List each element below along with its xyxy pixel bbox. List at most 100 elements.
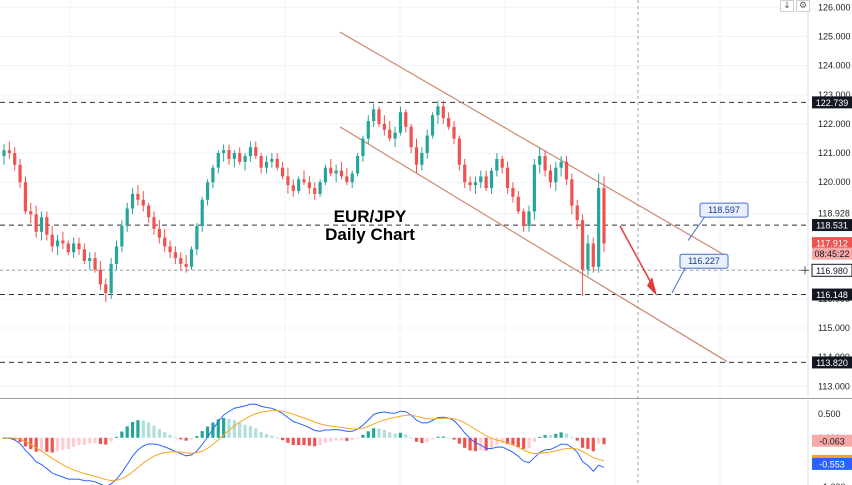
macd-histogram-bar	[184, 437, 188, 441]
candle-body	[286, 176, 290, 186]
macd-histogram-bar	[313, 437, 317, 447]
macd-histogram-bar	[189, 437, 194, 440]
candle-body	[248, 147, 253, 156]
candle-body	[393, 132, 397, 139]
candle-body	[13, 153, 17, 165]
y-tick-label: 118.928	[818, 208, 850, 218]
candle-body	[597, 188, 601, 267]
candle-body	[189, 249, 194, 267]
macd-tag-box	[812, 457, 852, 470]
macd-histogram-bar	[511, 437, 515, 446]
candle-body	[2, 150, 6, 156]
macd-bottom-tick: -1.000	[820, 482, 846, 485]
macd-histogram-bar	[538, 436, 542, 438]
candle-body	[114, 246, 119, 264]
macd-histogram-bar	[147, 422, 151, 438]
candle-body	[323, 167, 328, 183]
macd-histogram-bar	[66, 437, 70, 450]
macd-histogram-bar	[441, 436, 445, 438]
price-tag-label: 116.148	[816, 290, 848, 300]
price-axis[interactable]: 126.000 125.000 124.000 123.000 122.000 121.0…	[801, 0, 852, 485]
candle-body	[479, 176, 483, 183]
macd-histogram-bar	[473, 437, 478, 452]
macd-histogram-bar	[452, 437, 456, 440]
macd-histogram-bar	[355, 437, 360, 439]
macd-histogram-bar	[50, 437, 54, 453]
grid-lines	[0, 0, 808, 485]
candle-body	[543, 155, 547, 171]
price-tag-box	[812, 288, 852, 301]
candle-body	[98, 269, 103, 285]
candle-body	[227, 150, 231, 159]
candle-body	[50, 234, 54, 247]
candle-body	[173, 252, 178, 259]
gear-icon[interactable]: ⚙	[796, 0, 810, 12]
candle-body	[120, 225, 124, 247]
candle-body	[205, 182, 210, 200]
candle-body	[264, 161, 269, 168]
candle-body	[457, 138, 461, 165]
candle-body	[88, 258, 92, 261]
y-tick-label: 122.000	[818, 119, 851, 129]
callout-pointer	[671, 266, 687, 294]
macd-histogram-bar	[522, 437, 526, 449]
candle-body	[372, 109, 376, 122]
callout-box	[699, 202, 749, 218]
macd-histogram-bar	[463, 437, 467, 448]
macd-histogram-bar	[23, 437, 28, 447]
macd-histogram-bar	[586, 437, 590, 449]
price-tag-box	[811, 263, 852, 277]
macd-histogram-bar	[227, 419, 231, 438]
candle-body	[548, 170, 553, 183]
macd-histogram-bar	[345, 437, 349, 441]
macd-panel	[0, 398, 852, 485]
candle-body	[29, 211, 33, 215]
y-tick-label: 124.000	[818, 61, 851, 71]
macd-histogram-bar	[447, 437, 451, 439]
macd-histogram-bar	[163, 432, 167, 438]
macd-histogram-bar	[570, 436, 574, 438]
macd-histogram-bar	[114, 436, 119, 438]
candle-body	[350, 173, 354, 183]
candle-body	[125, 208, 129, 226]
macd-tag-box	[812, 434, 852, 447]
candle-body	[195, 225, 199, 250]
candle-body	[361, 138, 365, 156]
candle-body	[163, 237, 167, 247]
signal-line	[3, 410, 605, 482]
macd-histogram-bar	[45, 437, 49, 452]
candle-body	[538, 155, 542, 165]
candle-body	[468, 182, 472, 186]
candle-body	[243, 155, 247, 162]
macd-histogram-bar	[216, 419, 220, 438]
price-tag-label: 113.820	[816, 358, 848, 368]
macd-histogram-bar	[61, 437, 65, 451]
macd-histogram-bar	[559, 432, 563, 438]
scroll-down-icon[interactable]: ↓	[780, 0, 794, 12]
candle-body	[93, 258, 97, 270]
candle-body	[297, 179, 301, 191]
chart-title-line2: Daily Chart	[325, 225, 415, 244]
price-tag-label: 118.531	[816, 221, 848, 231]
macd-histogram-bar	[339, 437, 344, 441]
candle-body	[318, 182, 322, 194]
candle-body	[222, 150, 226, 154]
macd-histogram-bar	[323, 437, 328, 443]
candle-body	[55, 240, 60, 247]
candle-body	[280, 167, 285, 177]
macd-histogram-bar	[270, 435, 274, 438]
macd-histogram-bar	[591, 437, 595, 452]
macd-histogram-bar	[141, 420, 145, 438]
candle-body	[414, 147, 419, 165]
candle-body	[564, 161, 569, 180]
y-tick-label: 126.000	[818, 2, 851, 12]
macd-histogram-bar	[55, 437, 60, 452]
macd-histogram-bar	[580, 437, 585, 448]
candle-body	[23, 182, 28, 212]
macd-histogram-bar	[211, 422, 215, 438]
macd-histogram-bar	[602, 437, 606, 445]
macd-histogram-bar	[436, 436, 440, 438]
price-tag-label: 08:45:22	[814, 249, 849, 259]
macd-histogram-bar	[248, 426, 253, 438]
